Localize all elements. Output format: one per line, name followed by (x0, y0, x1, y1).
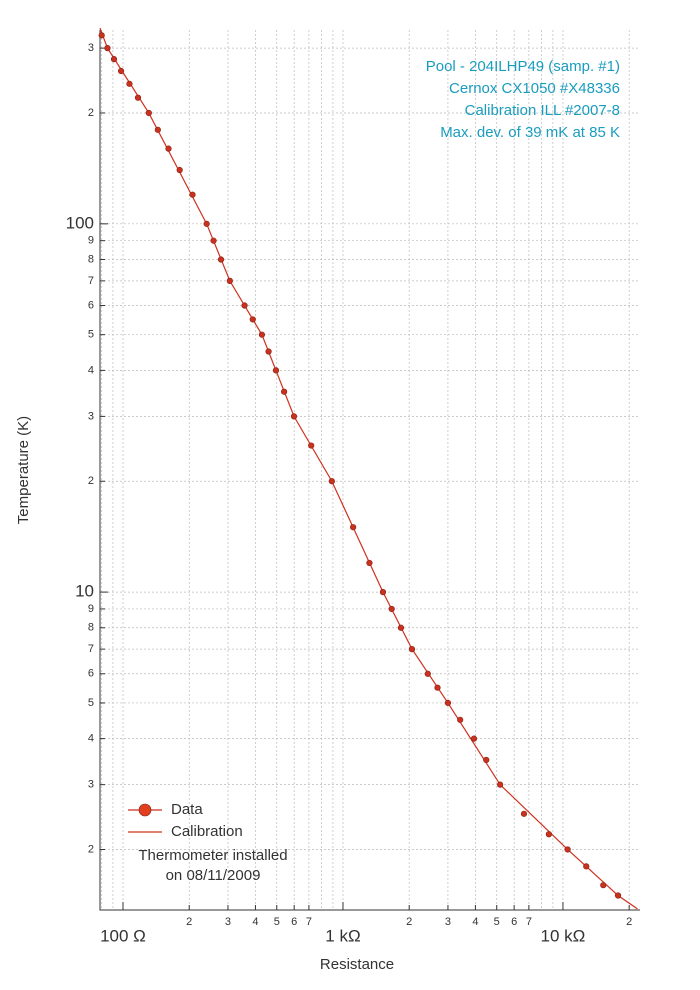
x-tick-label: 3 (445, 916, 451, 928)
data-point (217, 256, 225, 263)
data-point (165, 145, 172, 152)
data-point (134, 94, 142, 101)
annotation: Cernox CX1050 #X48336 (449, 80, 620, 97)
data-point (457, 716, 464, 723)
x-tick-label: 100 Ω (100, 926, 146, 945)
data-point (203, 220, 210, 227)
y-tick-label: 2 (88, 843, 94, 855)
y-tick-label: 3 (88, 779, 94, 791)
axis-frame (99, 30, 640, 911)
data-point (249, 316, 256, 323)
data-point (258, 331, 266, 338)
data-point (424, 670, 431, 677)
data-point (241, 302, 248, 309)
y-tick-label: 4 (88, 733, 94, 745)
data-point (520, 810, 528, 817)
x-tick-label: 5 (494, 916, 500, 928)
data-point (408, 646, 416, 653)
x-tick-label: 4 (472, 916, 478, 928)
x-tick-label: 6 (511, 916, 517, 928)
y-axis-label: Temperature (K) (15, 416, 32, 524)
y-tick-label: 4 (88, 364, 94, 376)
data-point (379, 588, 387, 596)
legend-label: Data (171, 801, 203, 818)
legend-marker (138, 803, 152, 817)
data-point (210, 237, 217, 244)
x-tick-label: 2 (626, 916, 632, 928)
x-tick-label: 5 (274, 916, 280, 928)
data-point (145, 109, 152, 117)
y-tick-label: 7 (88, 643, 94, 655)
data-point (281, 388, 288, 395)
data-point (110, 56, 118, 63)
x-tick-label: 7 (526, 916, 532, 928)
y-tick-label: 5 (88, 329, 94, 341)
x-tick-label: 4 (252, 916, 258, 928)
x-tick-label: 1 kΩ (325, 926, 360, 945)
data-point (614, 892, 622, 899)
y-tick-label: 2 (88, 107, 94, 119)
annotation: Max. dev. of 39 mK at 85 K (440, 124, 620, 141)
legend-note: Thermometer installed (138, 847, 287, 864)
x-tick-label: 7 (306, 916, 312, 928)
y-tick-label: 6 (88, 299, 94, 311)
data-point (117, 67, 125, 75)
y-tick-label: 3 (88, 410, 94, 422)
data-point (126, 80, 133, 87)
calibration-line (99, 27, 638, 910)
y-tick-label: 3 (88, 42, 94, 54)
data-point (434, 684, 441, 691)
data-point (226, 277, 233, 284)
data-point (328, 478, 335, 485)
data-point (176, 166, 183, 174)
data-point (483, 756, 490, 764)
x-tick-label: 3 (225, 916, 231, 928)
x-tick-label: 2 (406, 916, 412, 928)
data-point (98, 32, 105, 39)
data-point (497, 781, 504, 788)
data-point (388, 605, 395, 613)
data-point (104, 45, 111, 52)
y-tick-label: 9 (88, 235, 94, 247)
x-tick-label: 2 (186, 916, 192, 928)
y-tick-label: 100 (66, 213, 94, 232)
data-point (444, 699, 452, 707)
legend-label: Calibration (171, 823, 243, 840)
y-tick-label: 8 (88, 622, 94, 634)
data-point (272, 367, 280, 374)
data-point (154, 126, 161, 133)
y-tick-label: 10 (75, 582, 94, 601)
annotation: Calibration ILL #2007-8 (465, 102, 620, 119)
data-point (290, 413, 298, 420)
annotation: Pool - 204ILHP49 (samp. #1) (426, 58, 620, 75)
data-point (564, 846, 571, 853)
y-tick-label: 9 (88, 603, 94, 615)
data-point (308, 442, 315, 449)
y-tick-label: 6 (88, 668, 94, 680)
data-point (397, 624, 405, 631)
legend-note: on 08/11/2009 (166, 867, 261, 884)
x-tick-label: 6 (291, 916, 297, 928)
data-point (583, 863, 590, 870)
data-point (366, 559, 373, 567)
y-tick-label: 8 (88, 253, 94, 265)
x-tick-label: 10 kΩ (541, 926, 586, 945)
data-point (545, 831, 552, 838)
data-point (265, 348, 272, 355)
y-tick-label: 7 (88, 275, 94, 287)
data-point (350, 524, 357, 531)
y-tick-label: 5 (88, 697, 94, 709)
data-point (189, 191, 196, 198)
data-point (600, 882, 607, 889)
x-axis-label: Resistance (320, 956, 394, 973)
y-tick-label: 2 (88, 475, 94, 487)
data-point (470, 735, 478, 742)
